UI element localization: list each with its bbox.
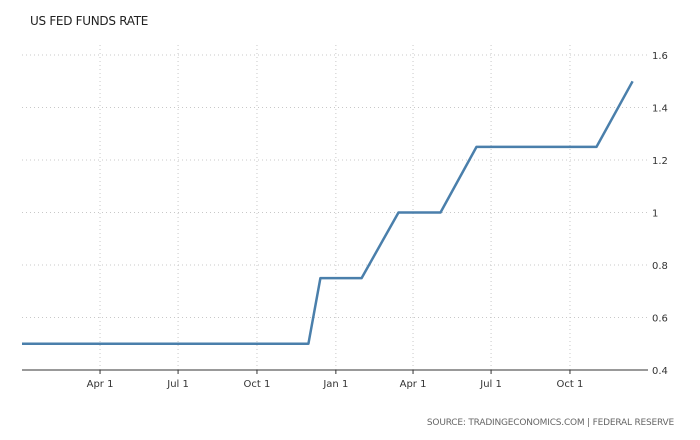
y-tick-label: 1.4	[652, 104, 668, 115]
chart-title: US FED FUNDS RATE	[30, 14, 149, 28]
y-tick-label: 0.8	[652, 261, 668, 272]
x-tick-label: Oct 1	[557, 379, 584, 390]
x-tick-label: Jan 1	[322, 379, 348, 390]
x-tick-label: Apr 1	[400, 379, 427, 390]
y-tick-label: 1	[652, 209, 658, 220]
series-line	[22, 80, 634, 346]
x-axis-ticks: Apr 1 Jul 1 Oct 1 Jan 1 Apr 1 Jul 1 Oct 1	[87, 370, 584, 390]
grid	[22, 45, 648, 370]
y-tick-label: 1.6	[652, 51, 668, 62]
y-axis-ticks: 0.4 0.6 0.8 1 1.2 1.4 1.6	[652, 51, 668, 377]
y-tick-label: 0.4	[652, 366, 668, 377]
x-tick-label: Oct 1	[244, 379, 271, 390]
x-tick-label: Apr 1	[87, 379, 114, 390]
x-tick-label: Jul 1	[479, 379, 502, 390]
y-tick-label: 0.6	[652, 314, 668, 325]
y-tick-label: 1.2	[652, 156, 668, 167]
x-tick-label: Jul 1	[166, 379, 189, 390]
source-note: SOURCE: TRADINGECONOMICS.COM | FEDERAL R…	[426, 418, 674, 428]
series	[22, 80, 634, 346]
